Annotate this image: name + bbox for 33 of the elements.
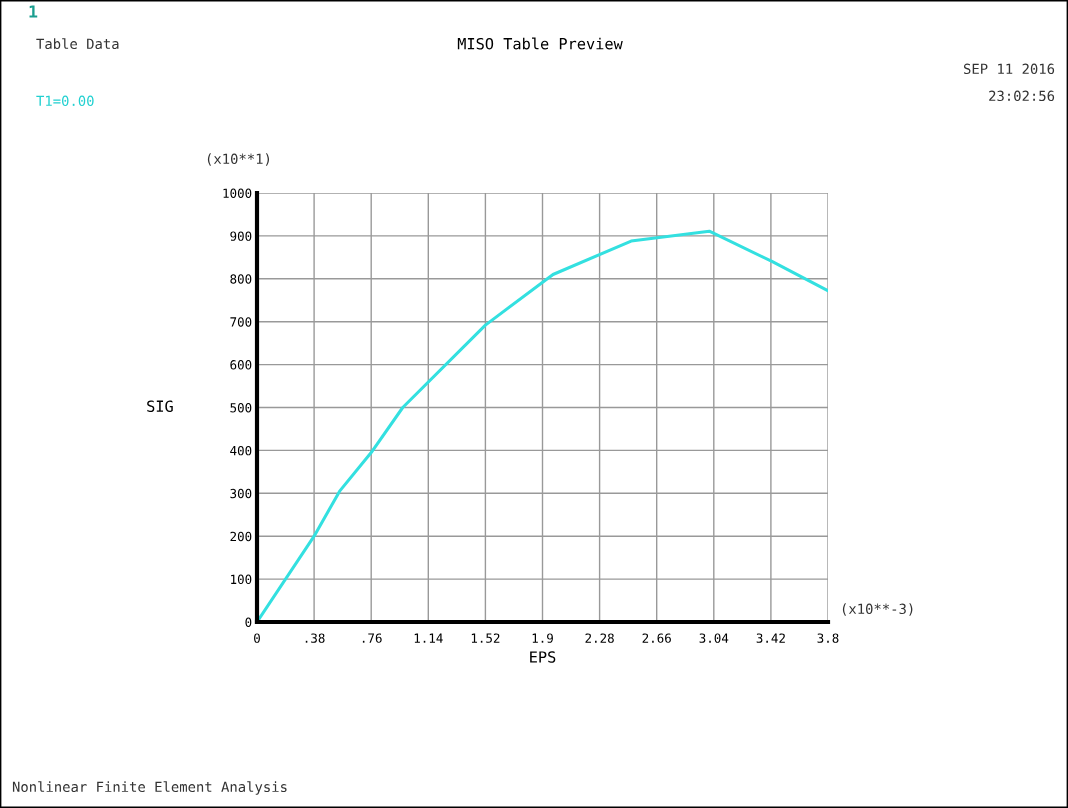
text: SEP 11 2016 xyxy=(963,63,1055,75)
x-tick-label: 1.52 xyxy=(471,633,500,643)
y-tick-label: 1000 xyxy=(223,188,252,198)
text: 1 xyxy=(29,5,38,18)
text: Table Data xyxy=(36,38,119,50)
y-tick-label: 500 xyxy=(230,403,252,413)
text: 23:02:56 xyxy=(989,90,1055,102)
x-tick-label: 3.8 xyxy=(817,633,839,643)
y-axis-title: SIG xyxy=(147,400,173,412)
x-tick-label: 0 xyxy=(254,633,260,643)
x-axis-title: EPS xyxy=(530,651,556,663)
x-tick-label: .38 xyxy=(305,633,325,643)
y-tick-label: 0 xyxy=(245,617,252,627)
y-tick-label: 300 xyxy=(230,488,252,499)
y-tick-label: 600 xyxy=(230,360,252,370)
chart-title: MISO Table Preview xyxy=(457,37,623,50)
x-tick-label: .76 xyxy=(362,633,382,643)
x-tick-label: 3.42 xyxy=(756,633,785,643)
text: Nonlinear Finite Element Analysis xyxy=(12,781,287,795)
x-tick-label: 1.9 xyxy=(532,633,553,643)
y-tick-label: 200 xyxy=(230,531,252,542)
x-tick-label: 2.66 xyxy=(642,633,671,643)
y-tick-label: 100 xyxy=(231,574,252,585)
text: T1=0.00 xyxy=(36,95,94,107)
x-tick-label: 3.04 xyxy=(699,633,729,643)
y-tick-label: 400 xyxy=(230,445,252,456)
text: (x10**1) xyxy=(207,153,270,166)
y-tick-label: 900 xyxy=(230,231,252,241)
x-tick-label: 2.28 xyxy=(585,633,614,643)
x-tick-label: 1.14 xyxy=(414,633,443,643)
y-tick-label: 800 xyxy=(230,274,252,284)
text: (x10**-3) xyxy=(842,603,913,616)
y-tick-label: 700 xyxy=(230,317,252,327)
